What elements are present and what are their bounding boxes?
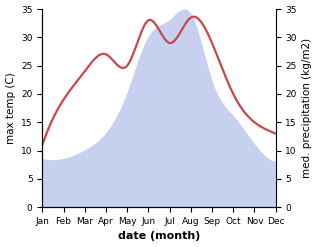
Y-axis label: max temp (C): max temp (C) (5, 72, 16, 144)
Y-axis label: med. precipitation (kg/m2): med. precipitation (kg/m2) (302, 38, 313, 178)
X-axis label: date (month): date (month) (118, 231, 200, 242)
